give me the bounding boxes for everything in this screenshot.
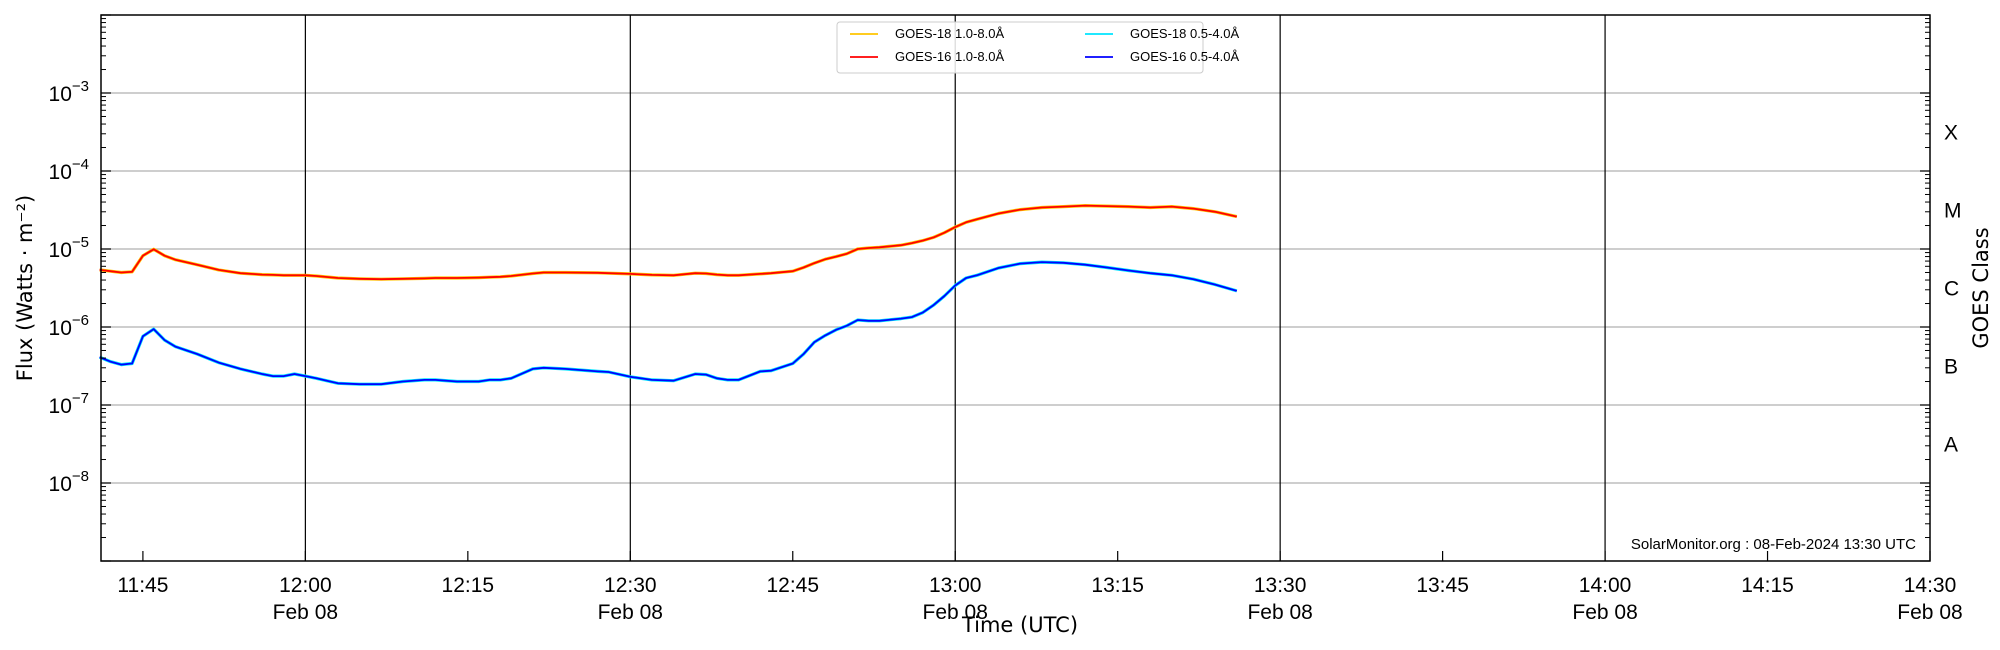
y-tick-label: 10−4 xyxy=(49,156,89,184)
x-tick-date: Feb 08 xyxy=(923,601,988,624)
plot-frame xyxy=(100,14,1931,562)
x-tick-date: Feb 08 xyxy=(1247,601,1312,624)
y-tick-label: 10−6 xyxy=(49,312,89,340)
goes-class-label: B xyxy=(1944,356,1958,379)
series-line-0 xyxy=(99,204,1238,281)
y-tick-label: 10−3 xyxy=(49,78,89,106)
x-tick-label: 14:15 xyxy=(1741,574,1794,597)
axis-ticks: 10−3 10−4 10−5 10−6 10−7 10−8 X M C B A 11:45 12:00 F… xyxy=(49,14,1963,624)
x-tick-label: 13:45 xyxy=(1416,574,1469,597)
y-tick-label: 10−7 xyxy=(49,390,89,418)
series-line-1 xyxy=(99,204,1237,281)
x-tick-label: 13:15 xyxy=(1091,574,1144,597)
series-line-3 xyxy=(99,261,1238,386)
right-axis-label: GOES Class xyxy=(1969,227,1993,348)
x-tick-label: 14:30 xyxy=(1904,574,1957,597)
series-lines xyxy=(98,204,1238,386)
legend-label: GOES-18 0.5-4.0Å xyxy=(1130,26,1239,41)
series-line-2 xyxy=(98,260,1238,386)
x-tick-label: 14:00 xyxy=(1579,574,1632,597)
y-axis-label: Flux (Watts · m⁻²) xyxy=(13,195,37,381)
legend-label: GOES-16 1.0-8.0Å xyxy=(895,49,1004,64)
x-tick-date: Feb 08 xyxy=(1897,601,1962,624)
x-tick-label: 12:00 xyxy=(279,574,332,597)
x-tick-date: Feb 08 xyxy=(1572,601,1637,624)
legend-label: GOES-18 1.0-8.0Å xyxy=(895,26,1004,41)
goes-class-label: X xyxy=(1944,122,1958,145)
grid xyxy=(101,15,1930,561)
x-axis-label: Time (UTC) xyxy=(961,613,1078,637)
goes-class-label: A xyxy=(1944,434,1958,457)
legend-label: GOES-16 0.5-4.0Å xyxy=(1130,49,1239,64)
watermark-annotation: SolarMonitor.org : 08-Feb-2024 13:30 UTC xyxy=(1631,536,1916,553)
goes-class-label: C xyxy=(1944,278,1959,301)
goes-class-label: M xyxy=(1944,200,1962,223)
x-tick-label: 13:30 xyxy=(1254,574,1307,597)
x-tick-label: 12:15 xyxy=(442,574,495,597)
x-tick-label: 12:45 xyxy=(766,574,819,597)
x-tick-date: Feb 08 xyxy=(273,601,338,624)
y-tick-label: 10−8 xyxy=(49,468,89,496)
x-tick-label: 13:00 xyxy=(929,574,982,597)
y-tick-label: 10−5 xyxy=(49,234,89,262)
legend: GOES-18 1.0-8.0Å GOES-16 1.0-8.0Å GOES-18 … xyxy=(836,21,1239,74)
x-tick-date: Feb 08 xyxy=(598,601,663,624)
x-tick-label: 12:30 xyxy=(604,574,657,597)
x-tick-label: 11:45 xyxy=(117,574,168,597)
